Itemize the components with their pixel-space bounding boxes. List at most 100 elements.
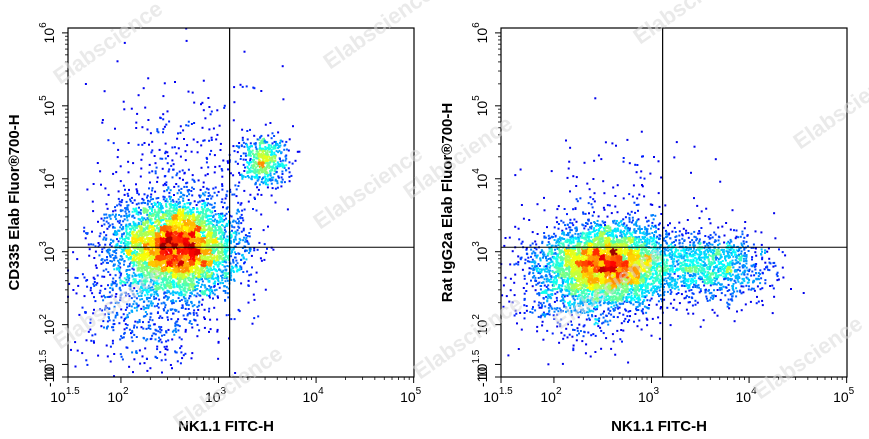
event-point [118,229,121,232]
event-point [170,269,173,272]
event-point [160,250,163,253]
event-point [138,225,141,227]
event-point [154,253,157,256]
event-point [201,228,204,231]
event-point [208,310,210,313]
event-point [191,288,194,291]
event-point [146,203,149,206]
event-point [185,215,188,218]
event-point [209,245,212,248]
event-point [153,231,156,234]
event-point [191,265,193,268]
event-point [224,214,227,217]
event-point [205,213,208,216]
event-point [175,183,178,185]
event-point [201,280,204,283]
event-point [169,215,172,217]
event-point [190,269,193,272]
event-point [151,229,154,232]
event-point [127,249,130,252]
event-point [107,222,110,225]
event-point [164,263,167,266]
event-point [133,199,136,202]
event-point [207,218,209,221]
event-point [220,218,223,220]
event-point [211,253,214,256]
event-point [193,304,196,307]
event-point [85,232,88,235]
event-point [139,209,142,211]
event-point [146,241,149,244]
event-point [220,270,223,273]
event-point [188,242,191,245]
event-point [219,281,222,284]
event-point [216,229,219,232]
event-point [132,226,135,229]
event-point [207,195,210,198]
event-point [198,230,200,233]
event-point [146,210,149,212]
event-point [226,279,229,282]
event-point [192,275,194,278]
event-point [234,245,237,248]
event-point [140,270,143,273]
event-point [115,218,118,221]
event-point [116,244,119,247]
event-point [115,213,117,216]
event-point [220,242,223,245]
event-point [157,197,160,199]
event-point [178,278,181,281]
event-point [178,218,181,221]
event-point [125,247,128,250]
event-point [195,262,198,265]
event-point [151,231,154,234]
event-point [206,267,209,270]
event-point [176,224,179,227]
event-point [250,273,253,276]
event-point [262,229,265,232]
event-point [166,309,169,312]
event-point [142,232,145,235]
event-point [204,259,207,262]
event-point [184,251,187,254]
event-point [193,226,196,228]
event-point [109,254,111,257]
event-point [148,258,151,260]
event-point [128,248,131,251]
event-point [158,202,161,205]
event-point [263,258,266,261]
event-point [213,293,216,296]
event-point [242,239,245,242]
event-point [195,277,198,280]
event-point [106,258,109,261]
event-point [206,288,209,291]
event-point [220,228,223,231]
event-point [146,269,148,272]
event-point [135,237,138,240]
event-point [205,249,208,252]
event-point [225,240,228,243]
event-point [180,252,183,255]
event-point [173,270,176,272]
event-point [105,203,108,206]
event-point [183,282,186,285]
event-point [165,205,168,207]
event-point [260,259,263,262]
event-point [213,280,216,283]
event-point [145,227,148,229]
event-point [162,242,164,245]
event-point [201,208,204,210]
event-point [178,277,181,280]
event-point [212,224,215,226]
event-point [175,209,178,212]
event-point [128,305,131,307]
event-point [214,210,217,212]
event-point [226,235,229,238]
event-point [220,252,223,255]
event-point [109,260,112,262]
event-point [164,224,167,226]
event-point [123,239,126,242]
event-point [173,254,176,257]
event-point [201,203,204,206]
event-point [166,230,169,233]
